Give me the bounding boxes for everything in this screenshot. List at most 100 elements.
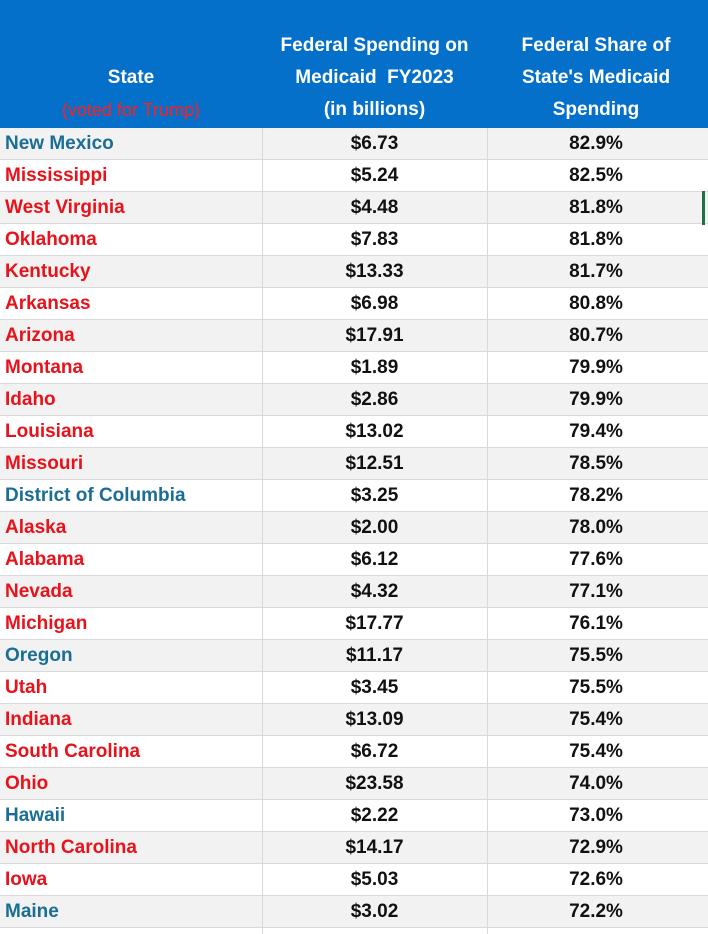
federal-share-cell[interactable]: 77.1% <box>569 581 623 602</box>
table-row: Utah $3.45 75.5% <box>0 672 708 704</box>
table-body: New Mexico $6.73 82.9% Mississippi $5.24 82.5… <box>0 128 708 928</box>
federal-share-cell[interactable]: 79.9% <box>569 357 623 378</box>
federal-spending-cell[interactable]: $7.83 <box>350 229 399 250</box>
federal-share-cell[interactable]: 81.7% <box>569 261 623 282</box>
table-row: Iowa $5.03 72.6% <box>0 864 708 896</box>
table-row: Nevada $4.32 77.1% <box>0 576 708 608</box>
federal-share-cell[interactable]: 76.1% <box>569 613 623 634</box>
state-name-cell[interactable]: Hawaii <box>5 805 66 826</box>
state-name-cell[interactable]: North Carolina <box>5 837 137 858</box>
federal-spending-cell[interactable]: $13.33 <box>345 261 404 282</box>
federal-share-cell[interactable]: 75.4% <box>569 741 623 762</box>
table-row: Indiana $13.09 75.4% <box>0 704 708 736</box>
table-row: Arkansas $6.98 80.8% <box>0 288 708 320</box>
table-row: Hawaii $2.22 73.0% <box>0 800 708 832</box>
federal-spending-cell[interactable]: $2.22 <box>350 805 399 826</box>
federal-share-cell[interactable]: 80.7% <box>569 325 623 346</box>
federal-spending-cell[interactable]: $6.98 <box>350 293 399 314</box>
state-name-cell[interactable]: West Virginia <box>5 197 125 218</box>
federal-spending-cell[interactable]: $11.17 <box>345 645 404 666</box>
federal-spending-cell[interactable]: $1.89 <box>350 357 399 378</box>
state-name-cell[interactable]: Oregon <box>5 645 73 666</box>
federal-share-cell[interactable]: 82.9% <box>569 133 623 154</box>
header-share-cell[interactable]: Federal Share of State's Medicaid Spendi… <box>487 0 705 128</box>
table-row: Louisiana $13.02 79.4% <box>0 416 708 448</box>
header-share-line1: Federal Share of <box>521 35 671 56</box>
federal-share-cell[interactable]: 77.6% <box>569 549 623 570</box>
state-name-cell[interactable]: Michigan <box>5 613 88 634</box>
federal-share-cell[interactable]: 72.6% <box>569 869 623 890</box>
federal-spending-cell[interactable]: $5.24 <box>350 165 399 186</box>
state-name-cell[interactable]: South Carolina <box>5 741 141 762</box>
state-name-cell[interactable]: Ohio <box>5 773 49 794</box>
state-name-cell[interactable]: Arizona <box>5 325 75 346</box>
federal-spending-cell[interactable]: $2.86 <box>350 389 399 410</box>
header-spending-line2: Medicaid FY2023 <box>295 67 454 88</box>
federal-spending-cell[interactable]: $3.25 <box>350 485 399 506</box>
federal-share-cell[interactable]: 81.8% <box>569 197 623 218</box>
state-name-cell[interactable]: District of Columbia <box>5 485 186 506</box>
state-name-cell[interactable]: Arkansas <box>5 293 91 314</box>
federal-spending-cell[interactable]: $6.72 <box>350 741 399 762</box>
federal-share-cell[interactable]: 79.4% <box>569 421 623 442</box>
federal-spending-cell[interactable]: $6.73 <box>350 133 399 154</box>
state-name-cell[interactable]: Alaska <box>5 517 67 538</box>
header-state: State <box>107 67 155 88</box>
federal-share-cell[interactable]: 78.5% <box>569 453 623 474</box>
header-spending-cell[interactable]: Federal Spending on Medicaid FY2023 (in … <box>262 0 487 128</box>
state-name-cell[interactable]: Idaho <box>5 389 56 410</box>
federal-spending-cell[interactable]: $23.58 <box>345 773 404 794</box>
federal-spending-cell[interactable]: $5.03 <box>350 869 399 890</box>
state-name-cell[interactable]: New Mexico <box>5 133 114 154</box>
federal-share-cell[interactable]: 79.9% <box>569 389 623 410</box>
state-name-cell[interactable]: Alabama <box>5 549 85 570</box>
federal-spending-cell[interactable]: $13.09 <box>345 709 404 730</box>
table-row: Michigan $17.77 76.1% <box>0 608 708 640</box>
table-row: Montana $1.89 79.9% <box>0 352 708 384</box>
federal-spending-cell[interactable]: $13.02 <box>345 421 404 442</box>
federal-share-cell[interactable]: 75.5% <box>569 645 623 666</box>
federal-share-cell[interactable]: 78.2% <box>569 485 623 506</box>
state-name-cell[interactable]: Mississippi <box>5 165 108 186</box>
federal-spending-cell[interactable]: $3.02 <box>350 901 399 922</box>
table-row: Missouri $12.51 78.5% <box>0 448 708 480</box>
table-row: Alabama $6.12 77.6% <box>0 544 708 576</box>
table-row: North Carolina $14.17 72.9% <box>0 832 708 864</box>
federal-share-cell[interactable]: 73.0% <box>569 805 623 826</box>
federal-spending-cell[interactable]: $4.32 <box>350 581 399 602</box>
federal-share-cell[interactable]: 74.0% <box>569 773 623 794</box>
table-row: Arizona $17.91 80.7% <box>0 320 708 352</box>
federal-share-cell[interactable]: 82.5% <box>569 165 623 186</box>
state-name-cell[interactable]: Missouri <box>5 453 84 474</box>
state-name-cell[interactable]: Montana <box>5 357 84 378</box>
state-name-cell[interactable]: Utah <box>5 677 48 698</box>
federal-share-cell[interactable]: 75.5% <box>569 677 623 698</box>
federal-spending-cell[interactable]: $17.77 <box>345 613 404 634</box>
federal-share-cell[interactable]: 72.2% <box>569 901 623 922</box>
federal-share-cell[interactable]: 78.0% <box>569 517 623 538</box>
header-state-cell[interactable]: State (voted for Trump) <box>0 0 262 128</box>
federal-share-cell[interactable]: 75.4% <box>569 709 623 730</box>
federal-spending-cell[interactable]: $14.17 <box>345 837 404 858</box>
state-name-cell[interactable]: Louisiana <box>5 421 94 442</box>
federal-spending-cell[interactable]: $4.48 <box>350 197 399 218</box>
state-name-cell[interactable]: Oklahoma <box>5 229 97 250</box>
federal-share-cell[interactable]: 80.8% <box>569 293 623 314</box>
federal-spending-cell[interactable]: $12.51 <box>345 453 404 474</box>
state-name-cell[interactable]: Indiana <box>5 709 72 730</box>
state-name-cell[interactable]: Iowa <box>5 869 48 890</box>
federal-share-cell[interactable]: 81.8% <box>569 229 623 250</box>
federal-share-cell[interactable]: 72.9% <box>569 837 623 858</box>
state-name-cell[interactable]: Kentucky <box>5 261 91 282</box>
selected-cell-marker <box>702 191 705 225</box>
table-row: Mississippi $5.24 82.5% <box>0 160 708 192</box>
federal-spending-cell[interactable]: $17.91 <box>345 325 404 346</box>
federal-spending-cell[interactable]: $6.12 <box>350 549 399 570</box>
table-row: Kentucky $13.33 81.7% <box>0 256 708 288</box>
state-name-cell[interactable]: Nevada <box>5 581 73 602</box>
federal-spending-cell[interactable]: $2.00 <box>350 517 399 538</box>
column-divider <box>262 128 263 934</box>
header-state-subtitle: (voted for Trump) <box>61 100 201 120</box>
federal-spending-cell[interactable]: $3.45 <box>350 677 399 698</box>
state-name-cell[interactable]: Maine <box>5 901 59 922</box>
